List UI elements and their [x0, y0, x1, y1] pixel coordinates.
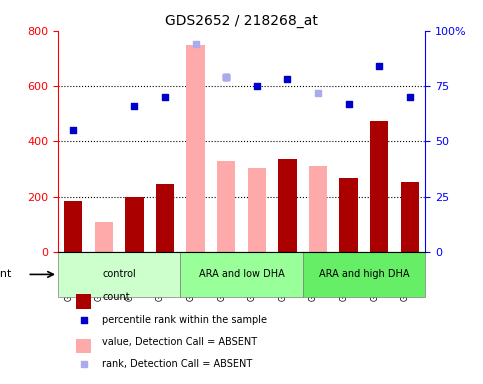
FancyBboxPatch shape: [58, 252, 180, 296]
Point: [406, 94, 413, 100]
Point: [284, 76, 291, 83]
Bar: [76, 294, 91, 308]
Text: GSM149877: GSM149877: [126, 255, 134, 301]
Text: GSM149886: GSM149886: [401, 255, 410, 301]
Bar: [370, 121, 388, 252]
Bar: [95, 222, 113, 252]
Text: GSM149876: GSM149876: [95, 255, 104, 301]
Text: rank, Detection Call = ABSENT: rank, Detection Call = ABSENT: [102, 359, 252, 369]
Text: GSM149880: GSM149880: [217, 255, 226, 301]
Bar: [217, 161, 235, 252]
FancyBboxPatch shape: [303, 252, 425, 296]
Bar: [400, 182, 419, 252]
FancyBboxPatch shape: [180, 252, 303, 296]
Text: count: count: [102, 292, 129, 302]
Point: [70, 127, 77, 134]
Bar: [64, 201, 83, 252]
Text: ARA and low DHA: ARA and low DHA: [199, 270, 284, 280]
Text: GSM149883: GSM149883: [309, 255, 318, 301]
Bar: [125, 197, 143, 252]
Text: GSM149879: GSM149879: [186, 255, 196, 301]
Bar: [340, 178, 358, 252]
Text: GSM149885: GSM149885: [370, 255, 379, 301]
Text: GSM149884: GSM149884: [340, 255, 349, 301]
Text: GSM149881: GSM149881: [248, 255, 257, 301]
Point: [471, 225, 479, 231]
Bar: [309, 166, 327, 252]
Bar: [248, 168, 266, 252]
Text: value, Detection Call = ABSENT: value, Detection Call = ABSENT: [102, 337, 257, 347]
Bar: [186, 45, 205, 252]
Point: [161, 94, 169, 100]
Point: [192, 41, 199, 47]
Text: ARA and high DHA: ARA and high DHA: [319, 270, 409, 280]
Title: GDS2652 / 218268_at: GDS2652 / 218268_at: [165, 14, 318, 28]
Point: [222, 74, 230, 80]
Text: control: control: [102, 270, 136, 280]
Point: [345, 101, 353, 107]
Text: percentile rank within the sample: percentile rank within the sample: [102, 315, 267, 325]
Bar: [278, 159, 297, 252]
Text: GSM149875: GSM149875: [64, 255, 73, 301]
Bar: [76, 339, 91, 353]
Text: GSM149878: GSM149878: [156, 255, 165, 301]
Point: [314, 90, 322, 96]
Point: [253, 83, 261, 89]
Point: [222, 74, 230, 80]
Point: [130, 103, 138, 109]
Point: [375, 63, 383, 69]
Text: GSM149882: GSM149882: [278, 255, 287, 301]
Text: agent: agent: [0, 270, 12, 280]
Bar: [156, 184, 174, 252]
